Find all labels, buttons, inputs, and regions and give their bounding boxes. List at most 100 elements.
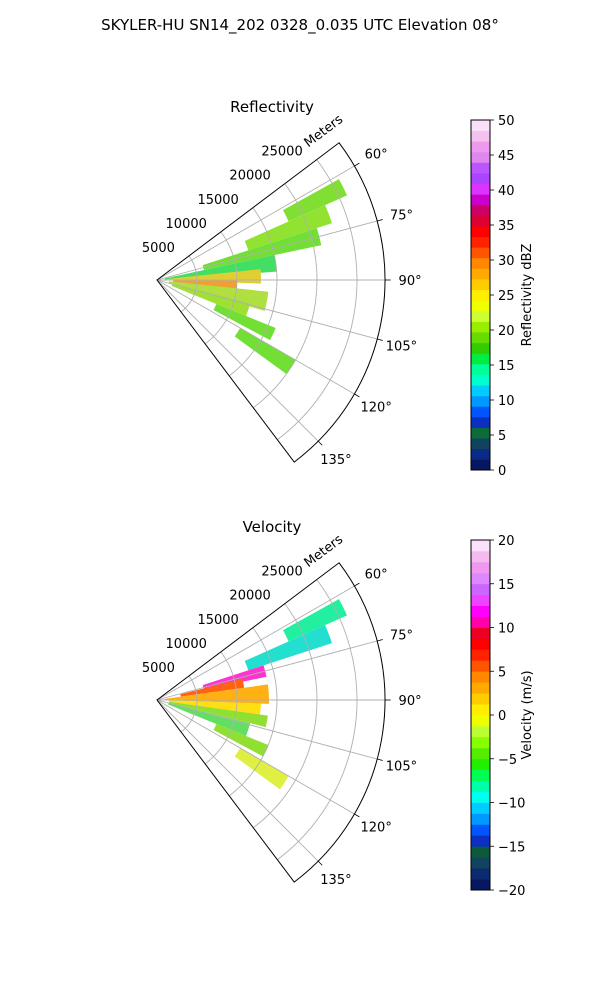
- range-tick-label: 15000: [197, 613, 238, 628]
- colorbar-swatch-30: [471, 561, 490, 574]
- echo-segment-7: [168, 701, 268, 728]
- colorbar-swatch-22: [471, 236, 490, 248]
- range-ring-1: [180, 255, 198, 313]
- colorbar-swatch-22: [471, 649, 490, 661]
- range-ring-3: [228, 627, 278, 797]
- colorbar-swatch-16: [471, 715, 490, 727]
- colorbar-swatch-25: [471, 204, 490, 216]
- azimuth-tick: [377, 758, 383, 761]
- echo-segment-2: [244, 625, 332, 671]
- colorbar-tick-label: 5: [498, 429, 506, 444]
- colorbar-swatch-7: [471, 395, 490, 407]
- colorbar-label: Velocity (m/s): [520, 670, 535, 759]
- azimuth-tick-label: 120°: [361, 401, 392, 416]
- colorbar-swatch-19: [471, 682, 490, 694]
- colorbar-swatch-18: [471, 693, 490, 705]
- colorbar-tick-label: 5: [498, 665, 506, 680]
- echo-segment-2: [244, 205, 332, 251]
- azimuth-tick: [377, 338, 383, 341]
- range-ring-4: [253, 183, 318, 409]
- colorbar-swatch-29: [471, 572, 490, 585]
- colorbar-swatch-21: [471, 660, 490, 672]
- colorbar: 0 5 10 15 20 25 30 35 40 45 50 Reflectivity dBZ: [470, 114, 535, 479]
- colorbar-swatch-12: [471, 758, 490, 771]
- azimuth-tick: [354, 582, 360, 587]
- data-echoes: [164, 599, 348, 790]
- colorbar-tick-label: 20: [498, 324, 515, 339]
- azimuth-tick: [317, 860, 323, 866]
- panel-title: Reflectivity: [230, 98, 314, 116]
- azimuth-tick-label: 135°: [320, 453, 351, 468]
- colorbar-tick-label: −10: [498, 797, 525, 812]
- azimuth-tick: [354, 813, 360, 818]
- echo-segment-6: [168, 700, 261, 715]
- colorbar-swatch-25: [471, 616, 490, 628]
- colorbar-tick-label: 0: [498, 464, 506, 479]
- colorbar-swatch-15: [471, 310, 490, 322]
- colorbar-swatch-13: [471, 332, 490, 344]
- colorbar-swatch-9: [471, 791, 490, 803]
- colorbar-swatch-28: [471, 173, 490, 185]
- colorbar-swatch-27: [471, 594, 490, 607]
- colorbar-tick-label: 10: [498, 622, 515, 637]
- sector-frame: [156, 562, 386, 883]
- colorbar-tick-label: 15: [498, 578, 515, 593]
- azimuth-tick: [354, 393, 360, 398]
- echo-segment-8: [171, 283, 251, 316]
- colorbar-swatch-15: [471, 725, 490, 738]
- colorbar-tick-label: 20: [498, 534, 515, 549]
- colorbar-swatch-21: [471, 247, 490, 259]
- azimuth-spoke-6: [156, 699, 319, 862]
- colorbar-swatch-20: [471, 257, 490, 269]
- range-ring-2: [204, 651, 238, 765]
- azimuth-tick-label: 60°: [365, 567, 388, 582]
- azimuth-tick: [377, 219, 383, 222]
- echo-segment-1: [282, 179, 348, 222]
- azimuth-spoke-2: [156, 220, 378, 281]
- panel-velocity: Velocity 60° 75° 90° 105° 120° 135° 5000 10000 15…: [142, 518, 535, 899]
- range-ring-5: [277, 159, 358, 441]
- azimuth-tick-label: 75°: [390, 628, 413, 643]
- colorbar-swatch-3: [471, 438, 490, 450]
- colorbar-swatch-16: [471, 300, 490, 312]
- colorbar-tick-label: 50: [498, 114, 515, 129]
- colorbar-swatch-32: [471, 540, 490, 552]
- azimuth-spoke-6: [156, 279, 319, 442]
- azimuth-tick-label: 120°: [361, 821, 392, 836]
- echo-segment-1: [282, 599, 348, 642]
- echo-segment-8: [168, 702, 251, 736]
- figure-title: SKYLER-HU SN14_202 0328_0.035 UTC Elevat…: [101, 16, 499, 34]
- colorbar-swatch-19: [471, 268, 490, 280]
- colorbar-label: Reflectivity dBZ: [520, 244, 535, 347]
- range-tick-label: 25000: [261, 145, 302, 160]
- colorbar-swatch-6: [471, 406, 490, 418]
- azimuth-tick: [317, 440, 323, 446]
- colorbar-swatch-28: [471, 583, 490, 596]
- panel-reflectivity: Reflectivity60°75°90°105°120°135°5000100…: [142, 98, 535, 479]
- echo-segment-9: [213, 723, 269, 757]
- azimuth-spoke-5: [156, 699, 355, 815]
- colorbar-swatch-18: [471, 279, 490, 291]
- colorbar-tick-label: 25: [498, 289, 515, 304]
- colorbar-swatch-20: [471, 671, 490, 683]
- colorbar-swatch-13: [471, 747, 490, 760]
- azimuth-tick-label: 105°: [386, 340, 417, 355]
- colorbar-swatch-8: [471, 385, 490, 397]
- colorbar-swatch-30: [471, 151, 490, 163]
- range-tick-label: 10000: [166, 217, 207, 232]
- colorbar-swatch-3: [471, 857, 490, 869]
- colorbar-tick-label: 45: [498, 149, 515, 164]
- range-tick-label: 25000: [261, 565, 302, 580]
- colorbar-swatch-11: [471, 353, 490, 365]
- range-ring-3: [228, 207, 278, 377]
- range-ring-2: [204, 231, 238, 345]
- colorbar-swatch-7: [471, 813, 490, 825]
- colorbar-tick-label: 15: [498, 359, 515, 374]
- colorbar-swatch-2: [471, 448, 490, 460]
- colorbar-swatch-4: [471, 846, 490, 858]
- panel-title: Velocity: [243, 518, 302, 536]
- range-ring-1: [180, 675, 198, 733]
- colorbar-tick-label: −20: [498, 884, 525, 899]
- data-echoes: [164, 179, 348, 375]
- colorbar-tick-label: −15: [498, 840, 525, 855]
